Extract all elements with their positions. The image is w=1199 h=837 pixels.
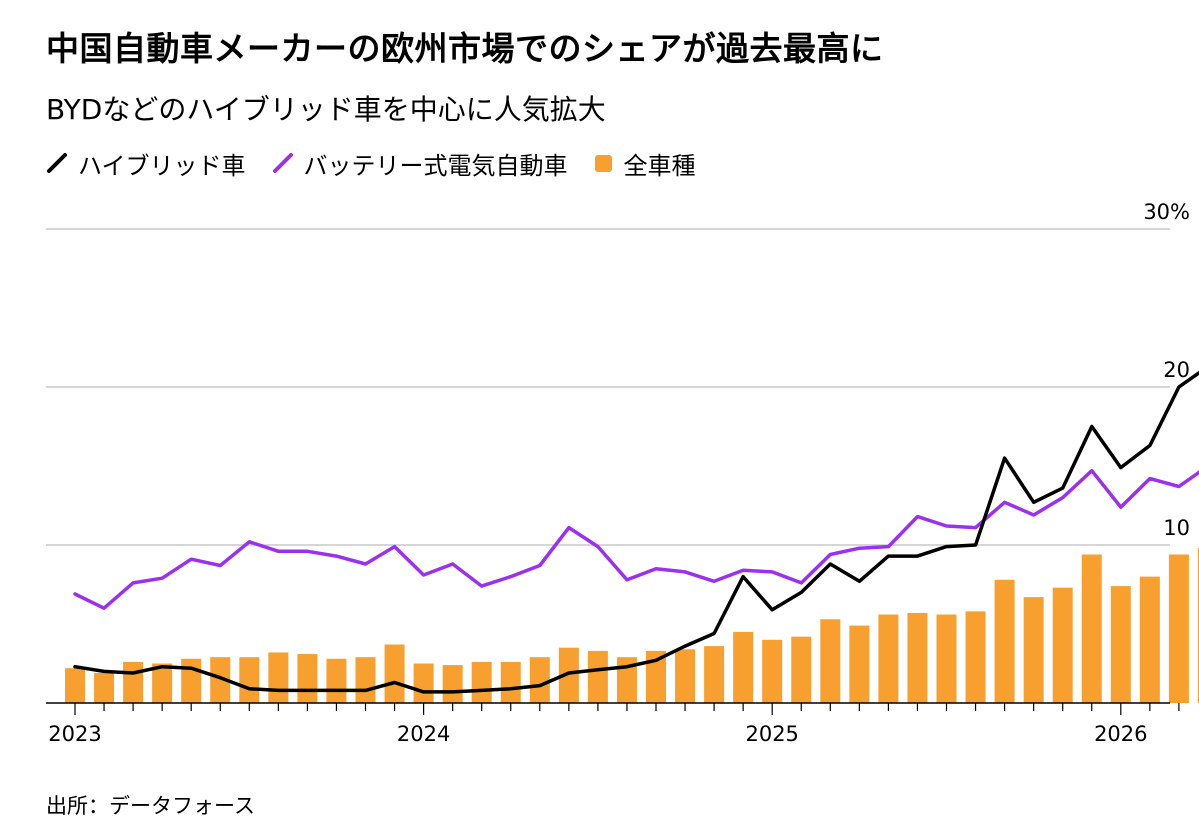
bar [820, 619, 841, 703]
bar [1139, 576, 1160, 703]
y-tick-label: 10 [1163, 516, 1190, 540]
bar [65, 668, 85, 703]
series-line-hybrid [73, 370, 1199, 694]
bar [152, 663, 173, 703]
bar [471, 661, 492, 703]
bar [384, 644, 405, 703]
legend-item-hybrid: ハイブリッド車 [46, 146, 246, 181]
bar [558, 647, 579, 703]
bar [1168, 554, 1189, 703]
bar [355, 657, 376, 703]
bar [587, 650, 608, 703]
bar [1110, 586, 1131, 703]
bar [1052, 587, 1073, 703]
legend-swatch-hybrid [47, 153, 67, 173]
bar [646, 650, 666, 703]
bar [733, 631, 754, 703]
bar [936, 614, 957, 703]
series-line-bev [73, 468, 1199, 610]
bar [1197, 548, 1199, 703]
bar [762, 639, 783, 703]
source-note: 出所：データフォース [46, 794, 255, 818]
bar [994, 579, 1015, 703]
legend-label-all: 全車種 [623, 151, 696, 180]
bar [181, 658, 202, 703]
bar [849, 625, 870, 703]
bar [413, 663, 434, 703]
bar [675, 649, 696, 703]
legend-item-bev: バッテリー式電気自動車 [272, 146, 568, 181]
bar [326, 658, 347, 703]
bar [965, 611, 986, 703]
legend-item-all: 全車種 [594, 146, 696, 181]
legend-label-hybrid: ハイブリッド車 [78, 151, 246, 180]
chart-subtitle: BYDなどのハイブリッド車を中心に人気拡大 [46, 93, 606, 126]
bar [791, 636, 812, 703]
bar [500, 661, 521, 703]
bar [704, 646, 725, 703]
bar [239, 657, 260, 703]
bar [268, 652, 289, 703]
bar [297, 654, 318, 703]
x-tick-label: 2023 [48, 722, 101, 746]
bar [529, 657, 550, 703]
bar [1023, 597, 1044, 703]
chart-title: 中国自動車メーカーの欧州市場でのシェアが過去最高に [46, 29, 884, 68]
legend-swatch-bev [272, 153, 293, 173]
bar [94, 672, 115, 703]
y-tick-label: 20 [1163, 358, 1190, 382]
y-tick-label: 30% [1143, 200, 1190, 224]
bar [907, 612, 928, 703]
bar [878, 614, 899, 703]
x-tick-label: 2025 [745, 722, 798, 746]
bar [123, 661, 144, 703]
bar [1081, 554, 1102, 703]
legend: ハイブリッド車 バッテリー式電気自動車 全車種 [46, 145, 722, 181]
x-tick-label: 2026 [1094, 722, 1147, 746]
legend-swatch-all [594, 155, 612, 172]
bar [210, 657, 231, 703]
x-tick-label: 2024 [397, 722, 450, 746]
bar [442, 665, 463, 703]
legend-label-bev: バッテリー式電気自動車 [303, 151, 568, 180]
